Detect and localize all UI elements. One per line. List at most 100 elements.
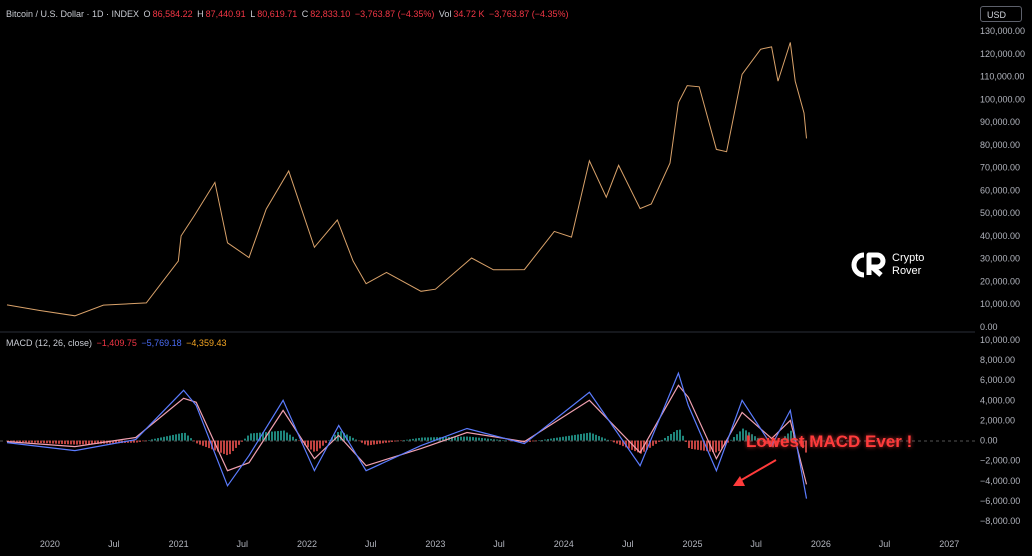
- watermark: Crypto Rover: [850, 252, 924, 278]
- histogram-bar: [583, 433, 585, 441]
- histogram-bar: [271, 431, 273, 441]
- histogram-bar: [94, 440, 96, 444]
- histogram-bar: [430, 437, 432, 441]
- time-tick-label: 2026: [811, 539, 831, 549]
- histogram-bar: [307, 440, 309, 448]
- histogram-bar: [700, 440, 702, 451]
- close-value: 82,833.10: [310, 9, 351, 19]
- histogram-bar: [115, 440, 117, 444]
- histogram-bar: [283, 430, 285, 441]
- histogram-bar: [220, 440, 222, 453]
- histogram-bar: [640, 440, 642, 454]
- high-value: 87,440.91: [205, 9, 246, 19]
- macd-tick-label: 8,000.00: [980, 355, 1015, 365]
- histogram-bar: [745, 430, 747, 441]
- price-tick-label: 110,000.00: [980, 72, 1024, 82]
- histogram-bar: [547, 439, 549, 441]
- histogram-bar: [46, 440, 48, 444]
- histogram-bar: [478, 437, 480, 441]
- histogram-bar: [454, 436, 456, 441]
- histogram-bar: [97, 440, 99, 444]
- macd-tick-label: 2,000.00: [980, 415, 1015, 425]
- histogram-bar: [160, 437, 162, 441]
- histogram-bar: [736, 434, 738, 441]
- histogram-bar: [340, 431, 342, 441]
- price-tick-label: 0.00: [980, 322, 998, 332]
- histogram-bar: [352, 437, 354, 441]
- time-tick-label: 2025: [682, 539, 702, 549]
- histogram-bar: [412, 438, 414, 441]
- indicator-label[interactable]: MACD (12, 26, close): [6, 338, 93, 348]
- histogram-bar: [616, 440, 618, 444]
- histogram-bar: [262, 432, 264, 441]
- histogram-bar: [88, 440, 90, 445]
- histogram-bar: [568, 435, 570, 441]
- price-tick-label: 60,000.00: [980, 185, 1020, 195]
- histogram-bar: [322, 440, 324, 446]
- histogram-bar: [364, 440, 366, 445]
- currency-button[interactable]: USD: [980, 6, 1022, 22]
- histogram-bar: [763, 440, 765, 443]
- histogram-bar: [52, 440, 54, 444]
- histogram-bar: [436, 437, 438, 441]
- histogram-bar: [550, 438, 552, 441]
- histogram-bar: [13, 440, 15, 442]
- histogram-bar: [40, 440, 42, 444]
- histogram-bar: [184, 432, 186, 441]
- histogram-bar: [634, 440, 636, 452]
- histogram-bar: [91, 440, 93, 445]
- time-axis: 2020 Jul 2021 Jul 2022 Jul 2023 Jul 2024 Jul 2025 J…: [40, 539, 959, 549]
- histogram-bar: [55, 440, 57, 444]
- histogram-bar: [142, 440, 144, 442]
- histogram-bar: [226, 440, 228, 456]
- histogram-bar: [781, 439, 783, 441]
- price-series-line: [6, 42, 807, 317]
- histogram-bar: [571, 435, 573, 441]
- histogram-bar: [760, 440, 762, 441]
- histogram-bar: [286, 432, 288, 441]
- macd-value: −1,409.75: [96, 338, 137, 348]
- histogram-bar: [655, 440, 657, 444]
- histogram-bar: [403, 440, 405, 441]
- histogram-bar: [691, 440, 693, 449]
- histogram-bar: [130, 440, 132, 443]
- annotation-arrow-shaft: [737, 459, 777, 483]
- histogram-bar: [466, 436, 468, 441]
- histogram-bar: [151, 439, 153, 441]
- histogram-bar: [670, 434, 672, 441]
- histogram-bar: [445, 437, 447, 441]
- histogram-bar: [610, 440, 612, 442]
- price-tick-label: 20,000.00: [980, 276, 1020, 286]
- histogram-bar: [253, 433, 255, 441]
- histogram-bar: [43, 440, 45, 444]
- histogram-bar: [10, 440, 12, 442]
- histogram-bar: [73, 440, 75, 445]
- histogram-bar: [70, 440, 72, 445]
- price-tick-label: 30,000.00: [980, 254, 1020, 264]
- histogram-bar: [481, 438, 483, 441]
- histogram-bar: [58, 440, 60, 444]
- histogram-bar: [334, 434, 336, 441]
- macd-tick-label: −2,000.00: [980, 456, 1020, 466]
- time-tick-label: 2022: [297, 539, 317, 549]
- macd-tick-label: −6,000.00: [980, 496, 1020, 506]
- histogram-bar: [496, 439, 498, 441]
- histogram-bar: [208, 440, 210, 449]
- histogram-bar: [622, 440, 624, 447]
- histogram-bar: [598, 436, 600, 441]
- histogram-bar: [442, 437, 444, 441]
- histogram-bar: [181, 433, 183, 441]
- histogram-bar: [22, 440, 24, 443]
- histogram-bar: [64, 440, 66, 445]
- histogram-bar: [472, 437, 474, 441]
- annotation-text: Lowest MACD Ever !: [746, 432, 913, 451]
- vol-value: 34.72 K: [453, 9, 485, 19]
- histogram-bar: [16, 440, 18, 442]
- histogram-bar: [406, 439, 408, 441]
- histogram-bar: [127, 440, 129, 443]
- histogram-bar: [409, 439, 411, 441]
- histogram-bar: [229, 440, 231, 455]
- histogram-bar: [67, 440, 69, 445]
- histogram-bar: [715, 440, 717, 453]
- histogram-bar: [133, 440, 135, 443]
